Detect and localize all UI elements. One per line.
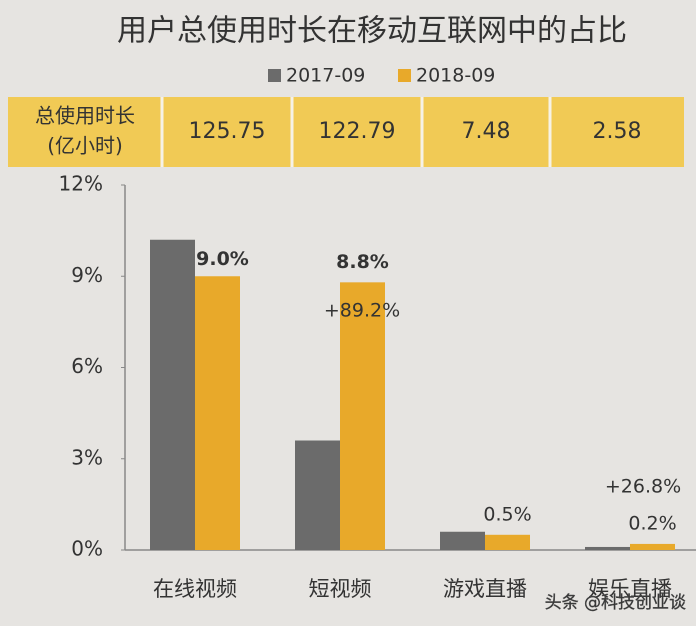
data-label: 8.8%: [336, 251, 389, 273]
bar: [585, 546, 630, 550]
y-tick-label: 3%: [71, 445, 103, 469]
y-tick-label: 0%: [71, 537, 103, 561]
bar: [485, 534, 530, 550]
x-tick-label: 短视频: [309, 577, 372, 601]
y-tick-label: 9%: [71, 263, 103, 287]
x-tick-label: 娱乐直播: [588, 577, 672, 601]
y-tick-label: 12%: [59, 172, 103, 196]
legend-label: 2017-09: [286, 65, 365, 87]
table-header: (亿小时): [47, 134, 123, 158]
table-cell: 122.79: [319, 119, 396, 144]
x-tick-label: 在线视频: [153, 577, 237, 601]
watermark: 头条 @科技创业谈: [545, 593, 686, 613]
legend-swatch: [398, 69, 411, 82]
bar: [195, 276, 240, 550]
table-band: [8, 97, 684, 167]
chart-title: 用户总使用时长在移动互联网中的占比: [117, 14, 627, 49]
data-label: 9.0%: [196, 248, 249, 270]
table-cell: 125.75: [189, 119, 266, 144]
table-cell: 2.58: [593, 119, 642, 144]
annotation: +26.8%: [605, 476, 681, 498]
annotation: +89.2%: [324, 300, 400, 322]
legend-label: 2018-09: [416, 65, 495, 87]
bar: [440, 531, 485, 550]
data-label: 0.5%: [483, 503, 531, 525]
x-tick-label: 游戏直播: [443, 577, 527, 601]
bar: [630, 543, 675, 550]
y-tick-label: 6%: [71, 354, 103, 378]
table-header: 总使用时长: [35, 104, 135, 128]
bar: [150, 239, 195, 550]
bar: [340, 282, 385, 550]
bar: [295, 440, 340, 550]
legend-swatch: [268, 69, 281, 82]
table-cell: 7.48: [462, 119, 511, 144]
data-label: 0.2%: [628, 512, 676, 534]
